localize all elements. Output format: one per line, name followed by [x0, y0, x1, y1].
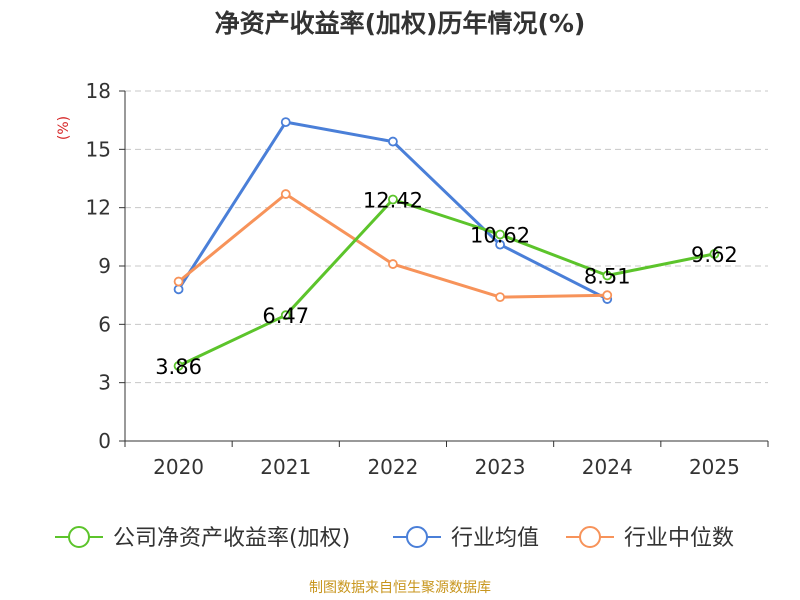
series-0-point-2022: [388, 194, 398, 205]
data-label-2024: 8.51: [584, 265, 631, 289]
series-0-point-2024: [602, 270, 613, 281]
legend-marker-2: [579, 526, 601, 548]
series-0-point-2023: [495, 229, 505, 240]
x-tick-label-2022: 2022: [367, 455, 418, 479]
series-0-point-2020: [173, 361, 184, 371]
y-tick-label-6: 6: [98, 312, 111, 336]
x-tick-label-2021: 2021: [260, 455, 311, 479]
series-2-point-2022: [388, 259, 398, 269]
data-label-2025: 9.62: [691, 243, 738, 267]
data-label-2021: 6.47: [262, 304, 309, 328]
x-tick-label-2020: 2020: [153, 455, 204, 479]
series-0-point-2025: [709, 249, 720, 259]
series-1-point-2022: [388, 136, 398, 147]
chart-title: 净资产收益率(加权)历年情况(%): [214, 9, 586, 38]
series-2-point-2020: [173, 276, 184, 287]
legend-label-1: 行业均值: [451, 526, 539, 551]
x-tick-label-2023: 2023: [475, 455, 526, 479]
x-tick-label-2024: 2024: [582, 455, 633, 479]
x-tick-label-2025: 2025: [689, 455, 740, 479]
data-label-2022: 12.42: [363, 189, 423, 213]
y-tick-label-12: 12: [86, 196, 111, 220]
y-tick-label-15: 15: [86, 137, 111, 161]
series-2-point-2023: [495, 292, 505, 303]
data-source-note: 制图数据来自恒生聚源数据库: [309, 580, 491, 596]
series-1-point-2021: [280, 117, 291, 128]
data-label-2020: 3.86: [155, 355, 202, 379]
series-2-point-2021: [280, 189, 291, 199]
legend-label-2: 行业中位数: [624, 526, 734, 551]
legend-marker-1: [406, 526, 428, 548]
y-tick-label-3: 3: [98, 371, 111, 395]
y-tick-label-9: 9: [98, 254, 111, 278]
legend-marker-0: [68, 526, 90, 548]
y-tick-label-0: 0: [98, 429, 111, 453]
y-axis-label: (%): [56, 116, 72, 140]
series-1-point-2020: [173, 284, 184, 295]
series-0-point-2021: [280, 310, 291, 321]
data-label-2023: 10.62: [470, 224, 530, 248]
legend-label-0: 公司净资产收益率(加权): [113, 526, 350, 551]
series-2-point-2024: [602, 290, 613, 301]
series-1-point-2023: [495, 239, 505, 250]
y-tick-label-18: 18: [86, 79, 111, 103]
series-line-0: [177, 198, 715, 368]
